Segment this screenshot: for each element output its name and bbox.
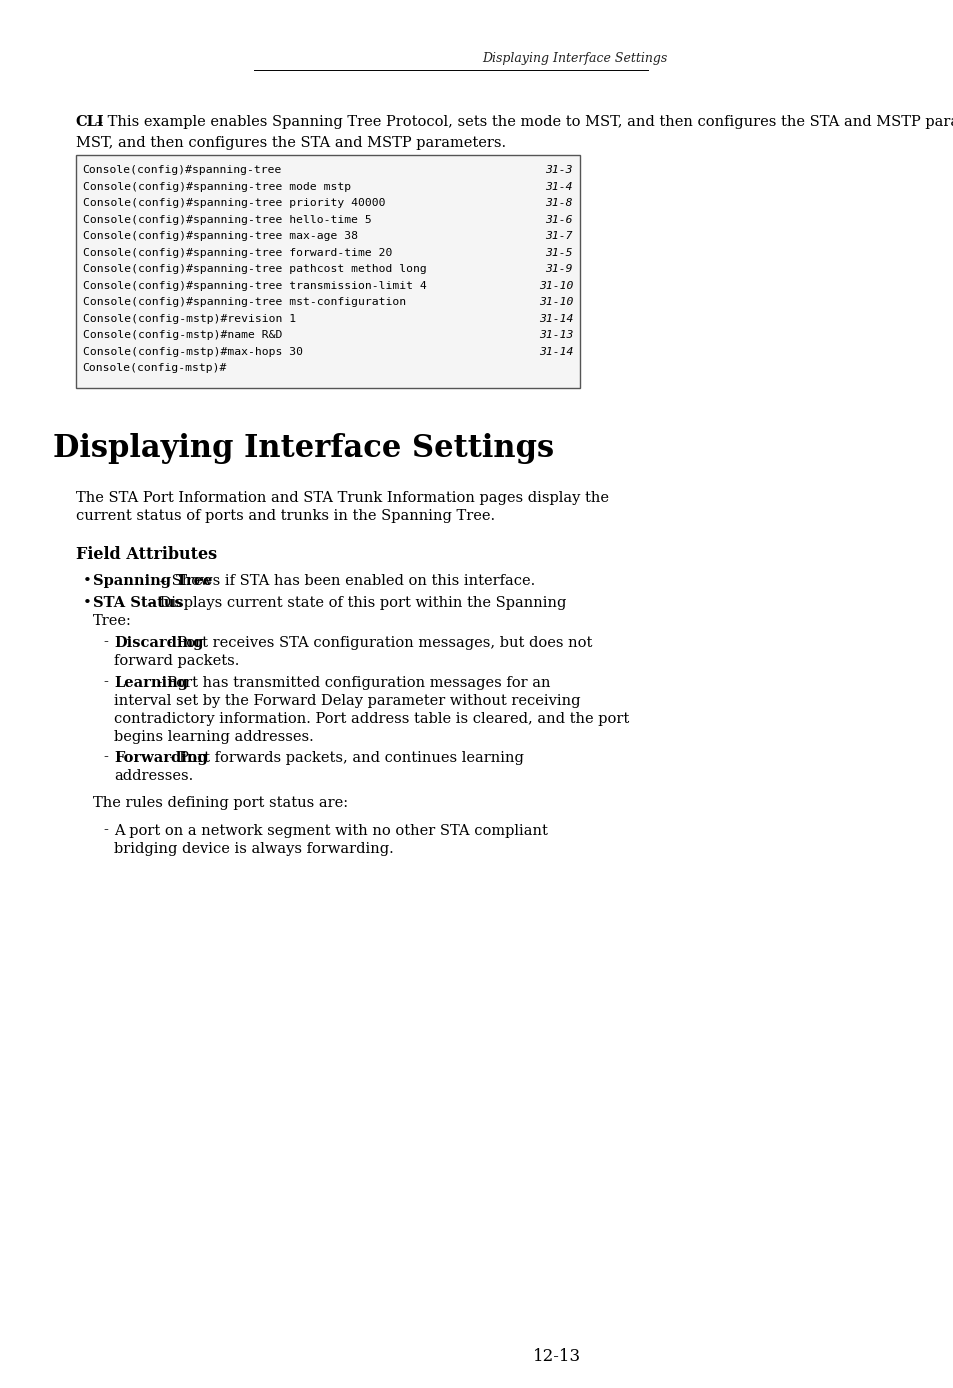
Text: - Port receives STA configuration messages, but does not: - Port receives STA configuration messag… [163,636,592,650]
Text: Console(config)#spanning-tree hello-time 5: Console(config)#spanning-tree hello-time… [83,215,371,225]
Text: – This example enables Spanning Tree Protocol, sets the mode to MST, and then co: – This example enables Spanning Tree Pro… [91,115,953,129]
Text: interval set by the Forward Delay parameter without receiving: interval set by the Forward Delay parame… [114,694,580,708]
Text: current status of ports and trunks in the Spanning Tree.: current status of ports and trunks in th… [75,508,495,522]
FancyBboxPatch shape [75,155,579,387]
Text: Console(config)#spanning-tree: Console(config)#spanning-tree [83,165,282,175]
Text: Displaying Interface Settings: Displaying Interface Settings [52,433,553,464]
Text: bridging device is always forwarding.: bridging device is always forwarding. [114,841,394,855]
Text: 31-6: 31-6 [545,215,573,225]
Text: STA Status: STA Status [93,595,183,609]
Text: 31-14: 31-14 [538,347,573,357]
Text: Spanning Tree: Spanning Tree [93,573,213,587]
Text: The STA Port Information and STA Trunk Information pages display the: The STA Port Information and STA Trunk I… [75,490,608,504]
Text: Console(config)#spanning-tree mode mstp: Console(config)#spanning-tree mode mstp [83,182,351,192]
Text: 31-10: 31-10 [538,280,573,290]
Text: -: - [104,751,109,765]
Text: Console(config-mstp)#revision 1: Console(config-mstp)#revision 1 [83,314,295,323]
Text: -: - [104,636,109,650]
Text: Console(config-mstp)#: Console(config-mstp)# [83,364,227,373]
Text: CLI: CLI [75,115,104,129]
Text: 31-8: 31-8 [545,198,573,208]
Text: Console(config)#spanning-tree max-age 38: Console(config)#spanning-tree max-age 38 [83,230,357,242]
Text: 31-13: 31-13 [538,330,573,340]
Text: – Displays current state of this port within the Spanning: – Displays current state of this port wi… [143,595,566,609]
Text: Displaying Interface Settings: Displaying Interface Settings [481,51,666,64]
Text: Console(config)#spanning-tree forward-time 20: Console(config)#spanning-tree forward-ti… [83,247,392,258]
Text: -: - [104,823,109,837]
Text: 31-9: 31-9 [545,264,573,273]
Text: Console(config-mstp)#name R&D: Console(config-mstp)#name R&D [83,330,282,340]
Text: 31-3: 31-3 [545,165,573,175]
Text: Tree:: Tree: [93,613,132,627]
Text: •: • [83,595,91,609]
Text: 31-10: 31-10 [538,297,573,307]
Text: Discarding: Discarding [114,636,203,650]
Text: 12-13: 12-13 [533,1348,581,1364]
Text: Console(config-mstp)#max-hops 30: Console(config-mstp)#max-hops 30 [83,347,302,357]
Text: Learning: Learning [114,676,188,690]
Text: 31-14: 31-14 [538,314,573,323]
Text: Field Attributes: Field Attributes [75,545,216,562]
Text: - Port forwards packets, and continues learning: - Port forwards packets, and continues l… [165,751,523,765]
Text: 31-5: 31-5 [545,247,573,258]
Text: begins learning addresses.: begins learning addresses. [114,730,314,744]
Text: Console(config)#spanning-tree pathcost method long: Console(config)#spanning-tree pathcost m… [83,264,426,273]
Text: The rules defining port status are:: The rules defining port status are: [93,795,348,809]
Text: – Shows if STA has been enabled on this interface.: – Shows if STA has been enabled on this … [154,573,535,587]
Text: MST, and then configures the STA and MSTP parameters.: MST, and then configures the STA and MST… [75,136,505,150]
Text: Console(config)#spanning-tree priority 40000: Console(config)#spanning-tree priority 4… [83,198,385,208]
Text: 31-7: 31-7 [545,230,573,242]
Text: -: - [104,676,109,690]
Text: Console(config)#spanning-tree mst-configuration: Console(config)#spanning-tree mst-config… [83,297,405,307]
Text: forward packets.: forward packets. [114,654,239,668]
Text: •: • [83,573,91,587]
Text: Console(config)#spanning-tree transmission-limit 4: Console(config)#spanning-tree transmissi… [83,280,426,290]
Text: Forwarding: Forwarding [114,751,208,765]
Text: 31-4: 31-4 [545,182,573,192]
Text: A port on a network segment with no other STA compliant: A port on a network segment with no othe… [114,823,547,837]
Text: addresses.: addresses. [114,769,193,783]
Text: - Port has transmitted configuration messages for an: - Port has transmitted configuration mes… [152,676,550,690]
Text: contradictory information. Port address table is cleared, and the port: contradictory information. Port address … [114,712,629,726]
